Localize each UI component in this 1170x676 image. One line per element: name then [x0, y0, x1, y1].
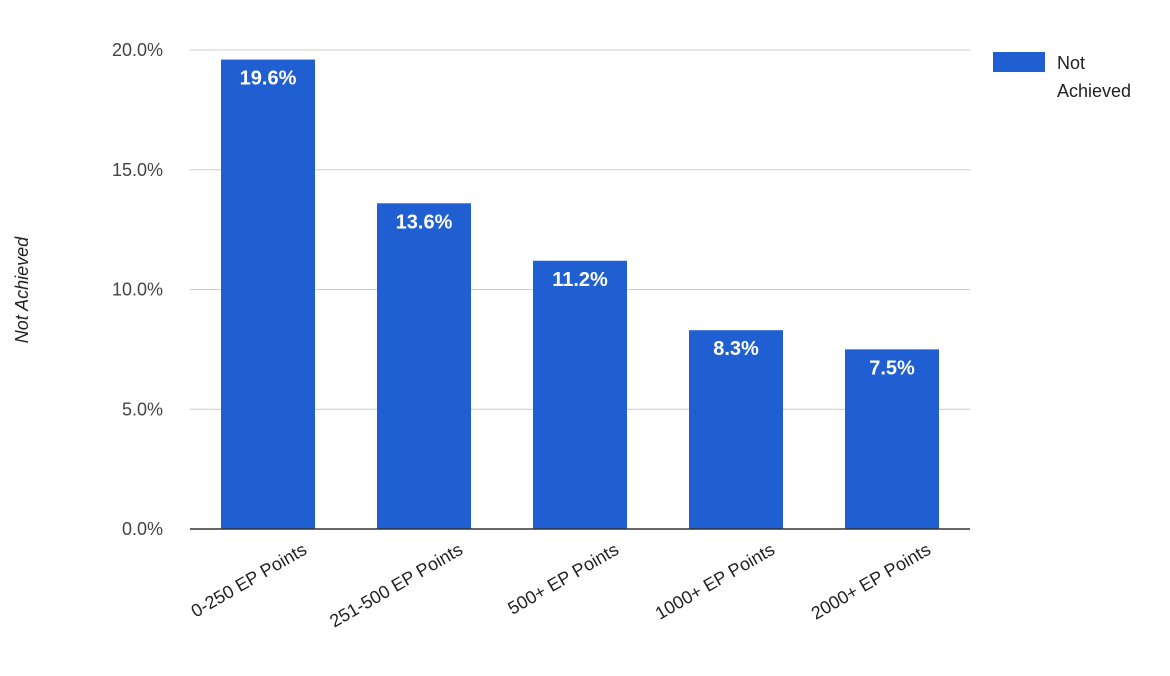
x-tick-label: 1000+ EP Points — [652, 539, 778, 623]
x-tick-label: 2000+ EP Points — [808, 539, 934, 623]
x-tick-label: 500+ EP Points — [504, 539, 622, 618]
bars-layer — [221, 59, 939, 530]
y-tick-label: 5.0% — [122, 399, 163, 419]
data-labels-layer: 19.6% 13.6% 11.2% 8.3% 7.5% — [240, 68, 915, 380]
y-tick-label: 10.0% — [112, 280, 163, 300]
legend-label-line: Achieved — [1057, 81, 1131, 101]
data-label: 7.5% — [869, 357, 915, 379]
bar — [221, 59, 315, 530]
legend-swatch — [993, 52, 1045, 72]
bar — [533, 260, 627, 529]
y-tick-label: 20.0% — [112, 40, 163, 60]
data-label: 13.6% — [396, 211, 453, 233]
y-axis-title: Not Achieved — [12, 236, 32, 343]
y-axis-ticks: 0.0% 5.0% 10.0% 15.0% 20.0% — [112, 40, 163, 539]
x-tick-label: 0-250 EP Points — [188, 539, 310, 621]
bar — [377, 203, 471, 529]
bar — [689, 330, 783, 529]
legend-label-line: Not — [1057, 53, 1085, 73]
x-axis-labels: 0-250 EP Points 251-500 EP Points 500+ EP … — [188, 539, 934, 631]
legend-label: Not Achieved — [1057, 53, 1131, 101]
y-tick-label: 15.0% — [112, 160, 163, 180]
data-label: 11.2% — [552, 269, 608, 291]
x-tick-label: 251-500 EP Points — [326, 539, 466, 631]
y-tick-label: 0.0% — [122, 519, 163, 539]
data-label: 19.6% — [240, 68, 297, 90]
bar — [845, 349, 939, 529]
data-label: 8.3% — [713, 338, 759, 360]
legend: Not Achieved — [993, 52, 1131, 101]
